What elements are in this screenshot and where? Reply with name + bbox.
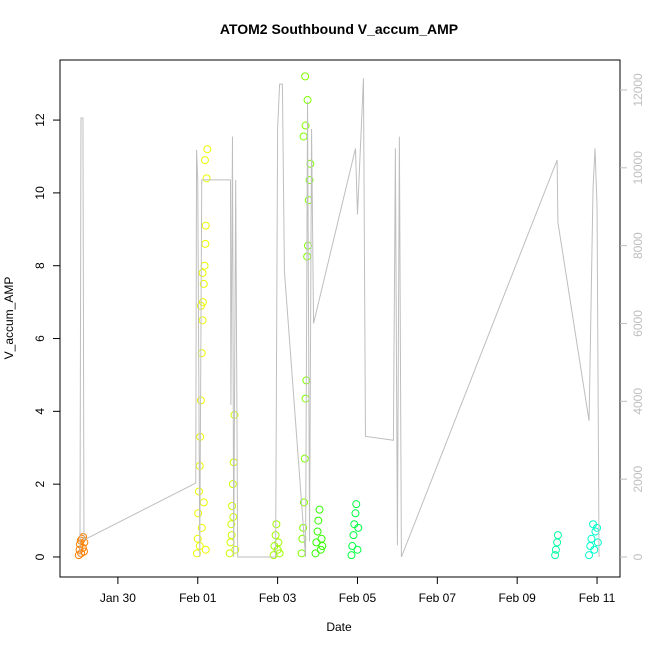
x-tick-label: Feb 07 — [419, 591, 457, 605]
point — [317, 534, 326, 543]
point — [194, 509, 203, 518]
point — [231, 545, 240, 554]
point — [316, 545, 325, 554]
point — [354, 523, 363, 532]
point — [200, 261, 209, 270]
point — [226, 538, 235, 547]
point — [593, 538, 602, 547]
point — [313, 527, 322, 536]
point — [353, 545, 362, 554]
point — [297, 549, 306, 558]
point — [198, 316, 207, 325]
x-tick-label: Feb 09 — [499, 591, 537, 605]
y2-tick-label: 10000 — [631, 151, 645, 185]
chart-title: ATOM2 Southbound V_accum_AMP — [220, 21, 458, 37]
point — [202, 174, 211, 183]
point — [228, 480, 237, 489]
point — [311, 549, 320, 558]
point — [553, 531, 562, 540]
point — [74, 551, 83, 560]
point — [590, 545, 599, 554]
point — [197, 349, 206, 358]
point — [192, 549, 201, 558]
point — [203, 145, 212, 154]
point — [585, 551, 594, 560]
point — [315, 505, 324, 514]
point — [78, 543, 87, 552]
point — [201, 239, 210, 248]
x-tick-label: Feb 11 — [579, 591, 616, 605]
point — [349, 531, 358, 540]
point — [299, 498, 308, 507]
point — [299, 132, 308, 141]
point — [274, 538, 283, 547]
point — [227, 531, 236, 540]
y-tick-label: 6 — [33, 335, 47, 342]
point — [348, 542, 357, 551]
x-axis-label: Date — [326, 620, 352, 634]
point — [301, 394, 310, 403]
point — [199, 498, 208, 507]
x-tick-label: Feb 05 — [339, 591, 377, 605]
point — [551, 551, 560, 560]
y-tick-label: 12 — [33, 113, 47, 127]
point — [200, 156, 209, 165]
point — [305, 176, 314, 185]
point — [314, 516, 323, 525]
y-tick-label: 8 — [33, 262, 47, 269]
point — [301, 121, 310, 130]
y2-tick-label: 4000 — [631, 388, 645, 415]
point — [351, 509, 360, 518]
point — [301, 72, 310, 81]
y-tick-label: 0 — [33, 553, 47, 560]
point — [228, 502, 237, 511]
plot-frame — [59, 59, 621, 578]
point — [198, 268, 207, 277]
x-tick-label: Feb 03 — [259, 591, 297, 605]
point — [269, 551, 278, 560]
y2-tick-label: 6000 — [631, 310, 645, 337]
line — [79, 78, 600, 558]
y2-tick-label: 12000 — [631, 73, 645, 107]
point — [300, 454, 309, 463]
point — [347, 551, 356, 560]
y-tick-label: 10 — [33, 186, 47, 200]
point — [201, 545, 210, 554]
y2-tick-label: 8000 — [631, 232, 645, 259]
x-tick-label: Feb 01 — [179, 591, 217, 605]
y2-tick-label: 0 — [631, 553, 645, 560]
point — [199, 279, 208, 288]
x-tick-label: Jan 30 — [100, 591, 136, 605]
point — [352, 500, 361, 509]
point — [272, 520, 281, 529]
y2-tick-label: 2000 — [631, 465, 645, 492]
point — [201, 221, 210, 230]
y-tick-label: 2 — [33, 481, 47, 488]
y-tick-label: 4 — [33, 408, 47, 415]
point — [593, 523, 602, 532]
point — [318, 542, 327, 551]
y-axis-label: V_accum_AMP — [2, 277, 16, 360]
point — [197, 523, 206, 532]
point — [587, 534, 596, 543]
point — [227, 520, 236, 529]
point — [312, 538, 321, 547]
point — [553, 538, 562, 547]
point — [193, 534, 202, 543]
